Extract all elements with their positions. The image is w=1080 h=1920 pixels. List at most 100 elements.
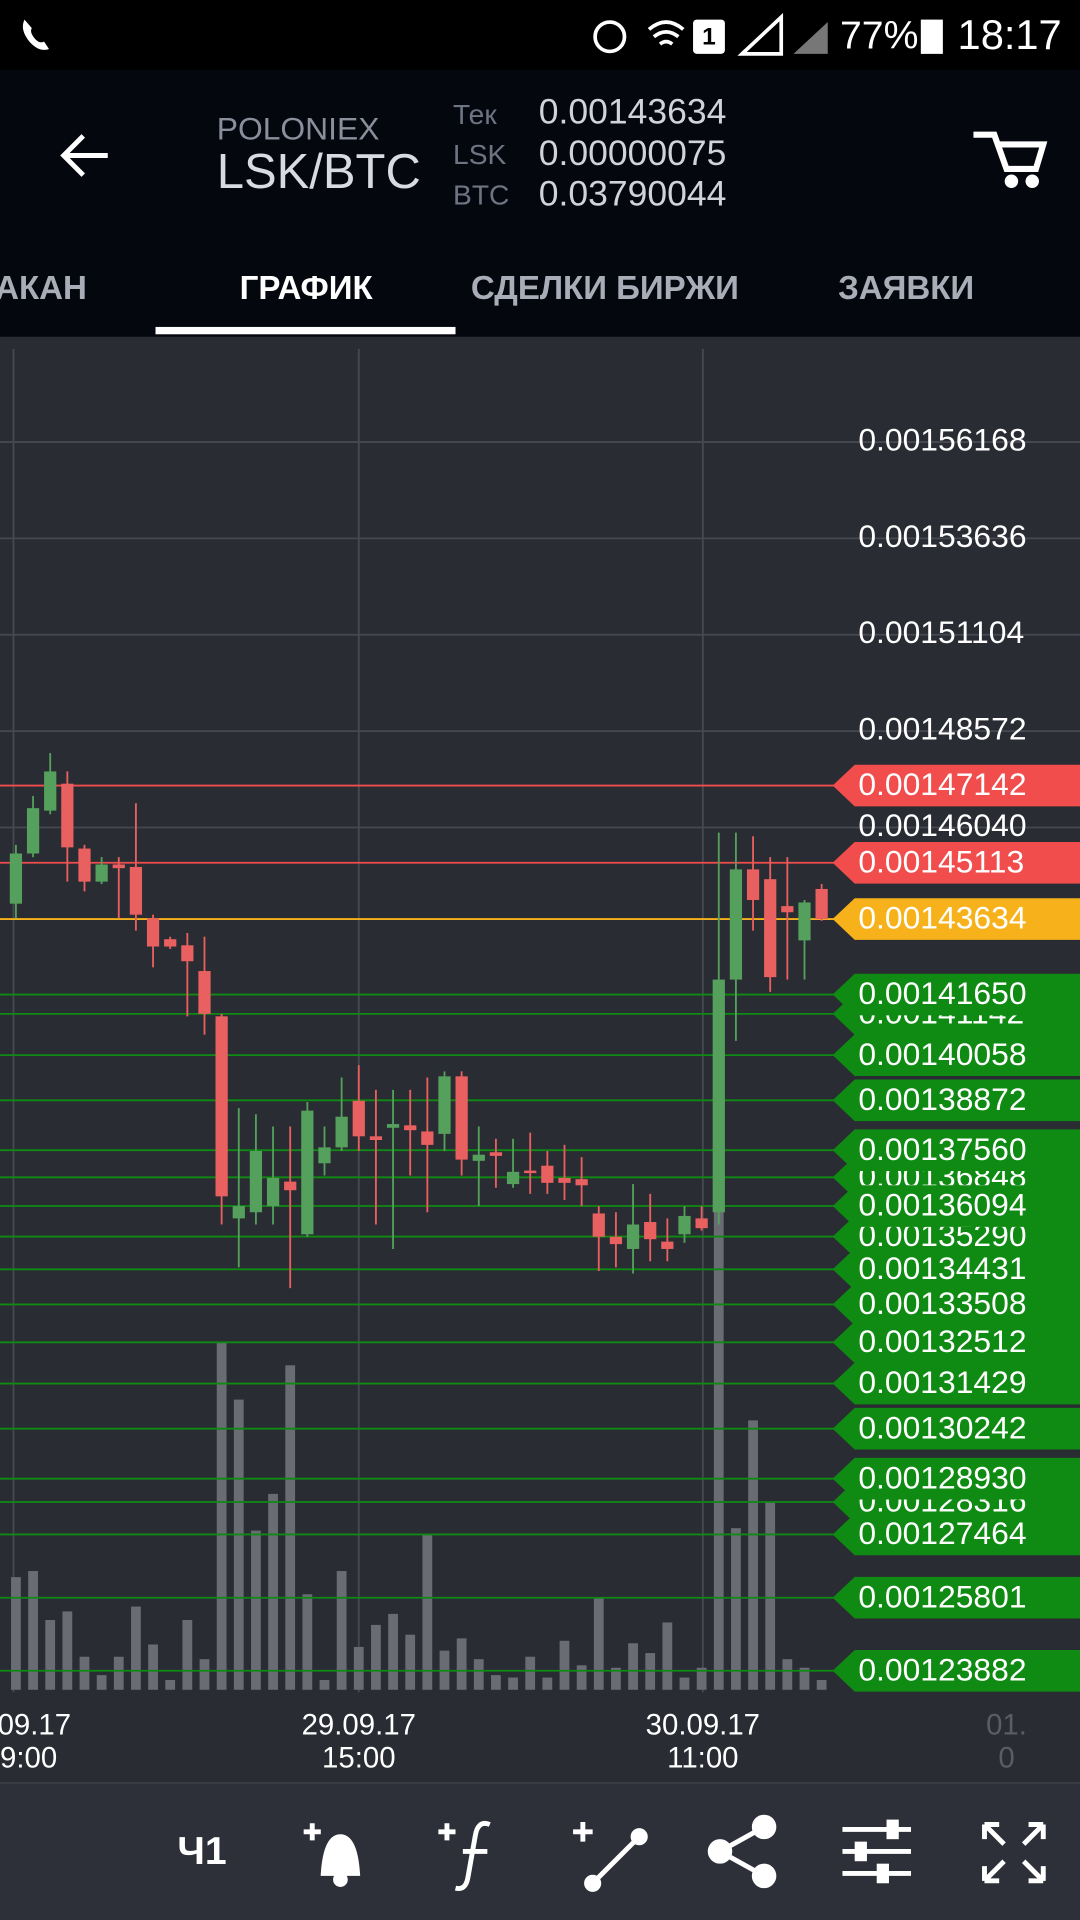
candle-body	[9, 853, 23, 904]
tab[interactable]: АКАН	[0, 270, 87, 307]
candle-body	[26, 808, 40, 854]
candle-body	[284, 1181, 297, 1191]
x-label-time: 15:00	[322, 1741, 396, 1774]
x-label-time: 0	[998, 1741, 1014, 1774]
add-indicator-button[interactable]	[438, 1820, 491, 1891]
volume-bar	[302, 1594, 313, 1690]
add-line-button[interactable]	[573, 1822, 648, 1892]
price-tag	[832, 1283, 1080, 1326]
x-label-time: 9:00	[0, 1741, 57, 1774]
volume-bar	[182, 1620, 193, 1690]
candle-body	[335, 1116, 348, 1148]
phone-icon	[22, 19, 49, 50]
candle-body	[746, 869, 760, 900]
volume-bar	[799, 1667, 810, 1690]
stat-label: Тек	[453, 99, 497, 130]
volume-bar	[388, 1613, 398, 1690]
candle-body	[146, 918, 160, 947]
price-tag	[832, 973, 1080, 1016]
volume-bar	[782, 1659, 793, 1690]
y-tick-label: 0.00151104	[858, 614, 1024, 650]
clock: 18:17	[958, 11, 1062, 58]
stat-value: 0.03790044	[539, 173, 727, 213]
candle-body	[558, 1177, 571, 1183]
volume-bar	[611, 1667, 621, 1690]
stat-value: 0.00000075	[539, 133, 727, 173]
volume-bar	[353, 1646, 364, 1690]
volume-bar	[11, 1577, 21, 1690]
price-tag	[832, 898, 1080, 940]
x-label-date: 29.09.17	[302, 1708, 416, 1741]
cart-button[interactable]	[973, 131, 1048, 188]
period-button[interactable]: Ч1	[177, 1830, 226, 1873]
candle-body	[472, 1154, 485, 1161]
candle-body	[712, 979, 725, 1213]
price-tag	[832, 1248, 1080, 1291]
price-tag-label: 0.00132512	[858, 1323, 1026, 1359]
price-tag-label: 0.00147142	[858, 766, 1026, 802]
price-tag-label: 0.00143634	[858, 900, 1026, 936]
candle-body	[678, 1215, 691, 1235]
candle-body	[112, 864, 125, 869]
candle-body	[626, 1224, 640, 1249]
volume-bar	[456, 1638, 467, 1690]
tab[interactable]: ГРАФИК	[240, 270, 374, 307]
candle-body	[592, 1213, 605, 1237]
candle-body	[129, 866, 143, 915]
share-button[interactable]	[707, 1814, 777, 1889]
volume-bar	[199, 1659, 210, 1690]
sim-number: 1	[702, 23, 716, 50]
stat-value: 0.00143634	[539, 91, 727, 131]
price-tag-label: 0.00125801	[858, 1578, 1026, 1614]
candle-body	[815, 888, 828, 920]
header	[0, 69, 1080, 337]
volume-bar	[491, 1675, 501, 1690]
tab-bar: АКАН ГРАФИК СДЕЛКИ БИРЖИ ЗАЯВКИ	[0, 270, 974, 335]
back-button[interactable]	[60, 134, 108, 177]
tab[interactable]: ЗАЯВКИ	[838, 270, 974, 307]
volume-bar	[28, 1571, 38, 1690]
fullscreen-button[interactable]	[982, 1822, 1046, 1884]
price-tag-label: 0.00145113	[858, 843, 1024, 879]
volume-bar	[748, 1420, 758, 1690]
volume-bar	[559, 1640, 570, 1690]
candle-body	[764, 879, 777, 978]
volume-bar	[473, 1659, 484, 1690]
candle-body	[198, 971, 211, 1014]
price-tag	[832, 764, 1080, 807]
volume-bar	[765, 1502, 776, 1690]
x-label-time: 11:00	[667, 1741, 738, 1774]
tab[interactable]: СДЕЛКИ БИРЖИ	[471, 270, 739, 307]
candle-body	[575, 1179, 588, 1186]
price-tag-label: 0.00130242	[858, 1409, 1026, 1445]
pair-name: LSK/BTC	[217, 145, 421, 199]
volume-bar	[576, 1665, 587, 1690]
candle-body	[61, 783, 74, 848]
candle-body	[781, 906, 794, 913]
candle-body	[524, 1170, 537, 1174]
volume-bar	[148, 1644, 158, 1690]
candle-body	[78, 848, 91, 882]
y-tick-label: 0.00146040	[858, 807, 1026, 843]
candle-body	[609, 1236, 623, 1245]
candle-body	[318, 1147, 331, 1164]
candle-body	[404, 1125, 417, 1131]
volume-bar	[96, 1675, 107, 1690]
price-tag	[832, 1034, 1080, 1076]
candle-body	[386, 1124, 400, 1128]
volume-bar	[233, 1399, 244, 1690]
volume-bar	[731, 1528, 741, 1690]
volume-bar	[628, 1643, 638, 1690]
price-tag	[832, 1649, 1080, 1692]
volume-bar	[816, 1680, 827, 1690]
price-tag-label: 0.00137560	[858, 1131, 1026, 1167]
price-tag-label: 0.00131429	[858, 1364, 1026, 1400]
candle-body	[798, 902, 811, 941]
price-tag-label: 0.00141650	[858, 975, 1026, 1011]
add-alert-button[interactable]	[303, 1823, 361, 1887]
battery-percent: 77%	[840, 14, 918, 57]
settings-button[interactable]	[842, 1819, 912, 1884]
volume-bar	[662, 1622, 673, 1690]
price-tag	[832, 1185, 1080, 1227]
